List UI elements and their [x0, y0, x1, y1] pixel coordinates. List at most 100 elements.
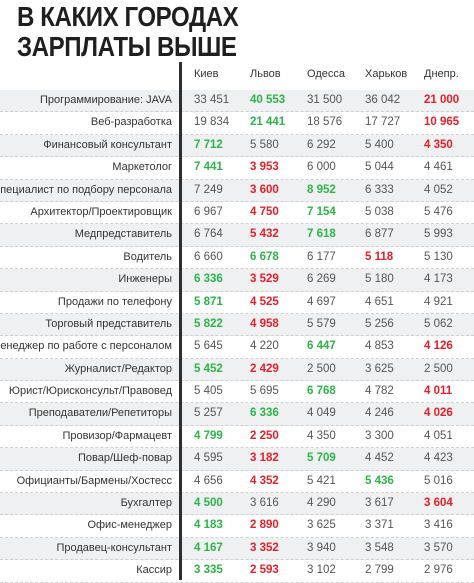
column-divider: [179, 62, 182, 580]
salary-cell: 2 799: [365, 564, 394, 577]
column-header-odesa: Одесса: [307, 68, 345, 80]
profession-label: Бухгалтер: [120, 497, 172, 510]
salary-cell: 6 660: [194, 250, 223, 263]
table-row: Официанты/Бармены/Хостесс 4 656 4 352 5 421…: [0, 470, 474, 494]
profession-label: Медпредставитель: [74, 228, 172, 241]
salary-cell: 7 441: [194, 161, 223, 174]
table-body: Программирование: JAVA 33 451 40 553 31 500…: [0, 90, 474, 583]
profession-label: Журналист/Редактор: [64, 362, 172, 375]
salary-cell: 5 993: [424, 228, 453, 241]
salary-cell: 7 154: [307, 205, 336, 218]
salary-cell: 5 118: [365, 250, 394, 263]
salary-cell: 4 423: [424, 452, 453, 465]
salary-cell: 3 604: [424, 497, 453, 510]
salary-cell: 5 038: [365, 205, 394, 218]
salary-cell: 6 000: [307, 161, 336, 174]
profession-label: Кассир: [136, 564, 172, 577]
table-row: Преподаватели/Репетиторы 5 257 6 336 4 049 4…: [0, 403, 474, 426]
page-title: В КАКИХ ГОРОДАХ ЗАРПЛАТЫ ВЫШЕ: [17, 2, 239, 62]
salary-cell: 4 051: [424, 429, 453, 442]
table-row: Продавец-консультант 4 167 3 352 3 940 3 548…: [0, 537, 474, 561]
salary-cell: 2 976: [424, 564, 453, 577]
salary-cell: 3 953: [250, 161, 279, 174]
salary-cell: 6 447: [307, 340, 336, 353]
salary-cell: 5 452: [194, 362, 223, 375]
salary-cell: 4 799: [194, 429, 223, 442]
salary-cell: 6 336: [250, 407, 279, 420]
salary-cell: 40 553: [250, 94, 286, 106]
salary-cell: 2 250: [250, 429, 279, 442]
salary-cell: 4 026: [424, 407, 453, 420]
salary-cell: 17 727: [365, 116, 401, 129]
salary-cell: 3 616: [250, 497, 279, 510]
salary-cell: 5 180: [365, 273, 394, 286]
salary-cell: 4 350: [424, 138, 453, 151]
profession-label: Маркетолог: [112, 161, 172, 174]
table-row: Маркетолог 7 441 3 953 6 000 5 044 4 461: [0, 157, 474, 180]
salary-cell: 4 697: [307, 295, 336, 308]
salary-cell: 6 269: [307, 273, 336, 286]
table-row: Торговый представитель 5 822 4 958 5 579 5 2…: [0, 313, 474, 337]
salary-cell: 6 333: [365, 183, 394, 196]
salary-cell: 3 182: [250, 452, 279, 465]
salary-cell: 3 102: [307, 564, 336, 577]
salary-cell: 21 000: [424, 94, 460, 106]
salary-cell: 4 049: [307, 407, 336, 420]
salary-cell: 2 593: [250, 564, 279, 577]
salary-cell: 6 768: [307, 385, 336, 398]
salary-cell: 4 853: [365, 340, 394, 353]
profession-label: Продажи по телефону: [57, 295, 172, 308]
profession-label: Преподаватели/Репетиторы: [28, 407, 172, 420]
salary-cell: 4 525: [250, 295, 279, 308]
salary-cell: 5 256: [365, 317, 394, 330]
salary-cell: 5 822: [194, 317, 223, 330]
table-row: Водитель 6 660 6 678 6 177 5 118 5 130: [0, 246, 474, 270]
salary-cell: 2 500: [307, 362, 336, 375]
salary-cell: 4 452: [365, 452, 394, 465]
column-header-kyiv: Киев: [194, 68, 219, 80]
profession-label: Провизор/Фармацевт: [62, 429, 172, 442]
salary-cell: 6 967: [194, 205, 223, 218]
salary-cell: 4 750: [250, 205, 279, 218]
table-row: Менеджер по работе с персоналом 5 645 4 22…: [0, 336, 474, 359]
salary-cell: 6 877: [365, 228, 394, 241]
salary-cell: 2 429: [250, 362, 279, 375]
salary-cell: 5 871: [194, 295, 223, 308]
table-row: Бухгалтер 4 500 3 616 4 290 3 617 3 604: [0, 493, 474, 516]
salary-cell: 3 352: [250, 541, 279, 554]
table-row: Кассир 3 335 2 593 3 102 2 799 2 976: [0, 560, 474, 583]
salary-cell: 5 709: [307, 452, 336, 465]
salary-cell: 5 645: [194, 340, 223, 353]
salary-cell: 5 016: [424, 474, 453, 487]
salary-cell: 2 890: [250, 519, 279, 532]
salary-cell: 5 695: [250, 385, 279, 398]
profession-label: Архитектор/Проектировщик: [30, 205, 172, 218]
salary-cell: 3 600: [250, 183, 279, 196]
profession-label: Юрист/Юрисконсульт/Правовед: [8, 385, 172, 398]
column-header-dnipro: Днепр.: [424, 68, 459, 80]
salary-cell: 3 335: [194, 564, 223, 577]
salary-cell: 3 625: [365, 362, 394, 375]
salary-cell: 5 044: [365, 161, 394, 174]
salary-cell: 31 500: [307, 94, 343, 106]
profession-label: Финансовый консультант: [43, 138, 172, 151]
salary-cell: 4 246: [365, 407, 394, 420]
salary-cell: 2 500: [424, 362, 453, 375]
profession-label: Продавец-консультант: [56, 541, 172, 554]
salary-cell: 5 432: [250, 228, 279, 241]
salary-table: Киев Львов Одесса Харьков Днепр. Програм…: [0, 62, 474, 583]
salary-cell: 6 336: [194, 273, 223, 286]
profession-label: Менеджер по работе с персоналом: [0, 340, 172, 353]
salary-cell: 4 595: [194, 452, 223, 465]
salary-cell: 8 952: [307, 183, 336, 196]
salary-cell: 21 441: [250, 116, 286, 129]
salary-cell: 5 130: [424, 250, 453, 263]
table-row: Архитектор/Проектировщик 6 967 4 750 7 154 5…: [0, 201, 474, 225]
salary-cell: 18 576: [307, 116, 343, 129]
salary-cell: 4 173: [424, 273, 453, 286]
salary-cell: 4 782: [365, 385, 394, 398]
salary-cell: 5 579: [307, 317, 336, 330]
salary-cell: 3 416: [424, 519, 453, 532]
salary-cell: 7 712: [194, 138, 223, 151]
salary-cell: 4 350: [307, 429, 336, 442]
